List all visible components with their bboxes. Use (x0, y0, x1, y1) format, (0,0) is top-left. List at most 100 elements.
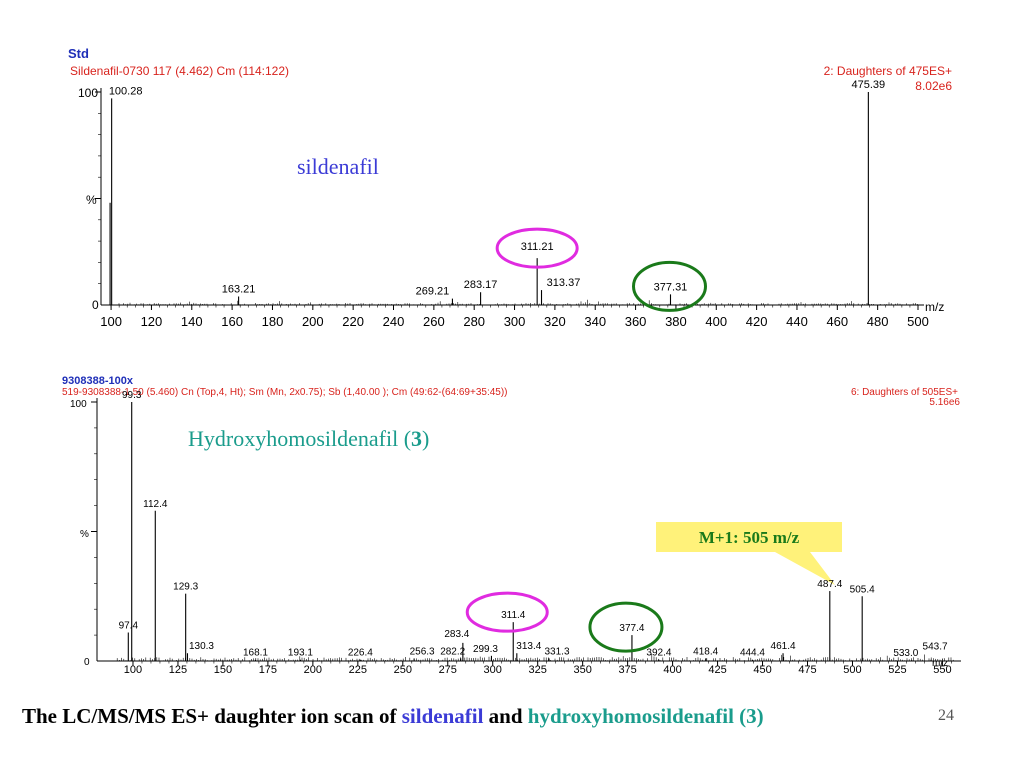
peak-label: 129.3 (173, 582, 198, 593)
peak-label: 97.4 (119, 621, 139, 632)
x-tick-label: 200 (304, 664, 322, 676)
peak-label: 331.3 (545, 646, 570, 657)
peak-label: 269.21 (416, 286, 450, 298)
x-tick-label: 325 (529, 664, 547, 676)
x-tick-label: 120 (141, 314, 163, 329)
noise-trace (118, 299, 918, 305)
compound-label-text: Hydroxyhomosildenafil ( (188, 426, 411, 451)
x-axis-label: m/z (925, 300, 944, 314)
noise-trace (114, 653, 954, 661)
peak-label: 487.4 (817, 579, 842, 590)
x-tick-label: 150 (214, 664, 232, 676)
x-tick-label: 280 (463, 314, 485, 329)
x-tick-label: 375 (618, 664, 636, 676)
x-tick-label: 100 (100, 314, 122, 329)
intensity-label: 8.02e6 (915, 79, 952, 93)
x-tick-label: 340 (584, 314, 606, 329)
peak-label: 461.4 (771, 641, 796, 652)
peak-label: 282.2 (440, 646, 465, 657)
peak-label: 313.4 (516, 641, 541, 652)
magenta-highlight-circle (495, 227, 579, 269)
y-tick-100: 100 (70, 399, 87, 410)
sample-label: 9308388-100x (62, 375, 134, 387)
peak-label: 377.4 (619, 623, 644, 634)
compound-label-close: ) (422, 426, 429, 451)
axes (95, 88, 924, 310)
compound-label: sildenafil (297, 154, 379, 179)
peak-label: 313.37 (547, 277, 581, 289)
header-right: 2: Daughters of 475ES+ (824, 64, 952, 78)
highlight-marks (465, 591, 664, 653)
x-axis-label: m/z (932, 658, 948, 669)
x-tick-label: 260 (423, 314, 445, 329)
x-tick-label: 425 (708, 664, 726, 676)
baseline-noise (114, 653, 954, 661)
x-tick-label: 350 (573, 664, 591, 676)
peak-label: 299.3 (473, 644, 498, 655)
peak-label: 283.17 (464, 279, 498, 291)
peak-label: 256.3 (410, 646, 435, 657)
x-tick-label: 240 (383, 314, 405, 329)
x-tick-labels: 100 125 150 175 200 225 250 275 300 325 350 375 400 4… (124, 664, 952, 676)
x-tick-label: 550 (933, 664, 951, 676)
x-tick-label: 100 (124, 664, 142, 676)
x-tick-label: 320 (544, 314, 566, 329)
peak-label: 193.1 (288, 648, 313, 659)
green-highlight-circle (588, 601, 664, 653)
x-tick-label: 475 (798, 664, 816, 676)
compound-label: Hydroxyhomosildenafil (3) (188, 426, 429, 451)
header-left: Sildenafil-0730 117 (4.462) Cm (114:122) (70, 64, 289, 78)
caption-sildenafil: sildenafil (401, 704, 484, 728)
intensity-label: 5.16e6 (929, 397, 960, 408)
x-tick-label: 400 (705, 314, 727, 329)
peak-label: 377.31 (654, 281, 688, 293)
x-tick-label: 140 (181, 314, 203, 329)
x-tick-label: 200 (302, 314, 324, 329)
x-tick-label: 275 (439, 664, 457, 676)
x-tick-label: 160 (221, 314, 243, 329)
header-right: 6: Daughters of 505ES+ (851, 387, 958, 398)
caption-hydroxyhomosildenafil: hydroxyhomosildenafil (3) (527, 704, 764, 728)
compound-number: 3 (411, 426, 422, 451)
peak-label: 163.21 (222, 283, 256, 295)
x-tick-label: 225 (349, 664, 367, 676)
x-tick-label: 440 (786, 314, 808, 329)
peak-label: 226.4 (348, 648, 373, 659)
peak-labels: 99.3 112.4 129.3 97.4 130.3 168.1 193.1 226.4 25… (119, 390, 948, 659)
peak-label: 283.4 (444, 629, 469, 640)
peak-label: 392.4 (646, 648, 671, 659)
peak-label: 130.3 (189, 641, 214, 652)
chart-hydroxyhomosildenafil: 9308388-100x 519-9308388-1 50 (5.460) Cn… (62, 375, 961, 676)
x-tick-label: 300 (504, 314, 526, 329)
callout-box: M+1: 505 m/z (656, 522, 842, 585)
callout-shape (656, 522, 842, 585)
callout-text: M+1: 505 m/z (699, 528, 800, 547)
x-tick-label: 360 (625, 314, 647, 329)
peak-label: 311.21 (521, 241, 554, 253)
y-tick-100: 100 (78, 86, 98, 100)
x-tick-label: 500 (907, 314, 929, 329)
x-tick-label: 500 (843, 664, 861, 676)
y-tick-0: 0 (84, 657, 90, 668)
y-axis-label: % (80, 529, 89, 540)
green-highlight-circle (631, 260, 707, 312)
x-tick-label: 220 (342, 314, 364, 329)
x-tick-label: 180 (262, 314, 284, 329)
page-number: 24 (938, 707, 954, 724)
y-axis-label: % (86, 193, 97, 207)
x-tick-label: 300 (484, 664, 502, 676)
y-tick-0: 0 (92, 298, 99, 312)
peak-label: 311.4 (501, 610, 526, 621)
peaks (109, 92, 869, 305)
x-tick-label: 400 (663, 664, 681, 676)
caption-part-1: The LC/MS/MS ES+ daughter ion scan of (22, 704, 402, 728)
peak-label: 444.4 (740, 648, 765, 659)
x-tick-label: 125 (169, 664, 187, 676)
x-tick-labels: 100 120 140 160 180 200 220 240 260 280 300 320 340 3… (100, 314, 929, 329)
peak-label: 475.39 (852, 79, 886, 91)
slide-caption: The LC/MS/MS ES+ daughter ion scan of si… (22, 704, 764, 729)
peak-label: 100.28 (109, 85, 143, 97)
peak-label: 533.0 (893, 648, 918, 659)
